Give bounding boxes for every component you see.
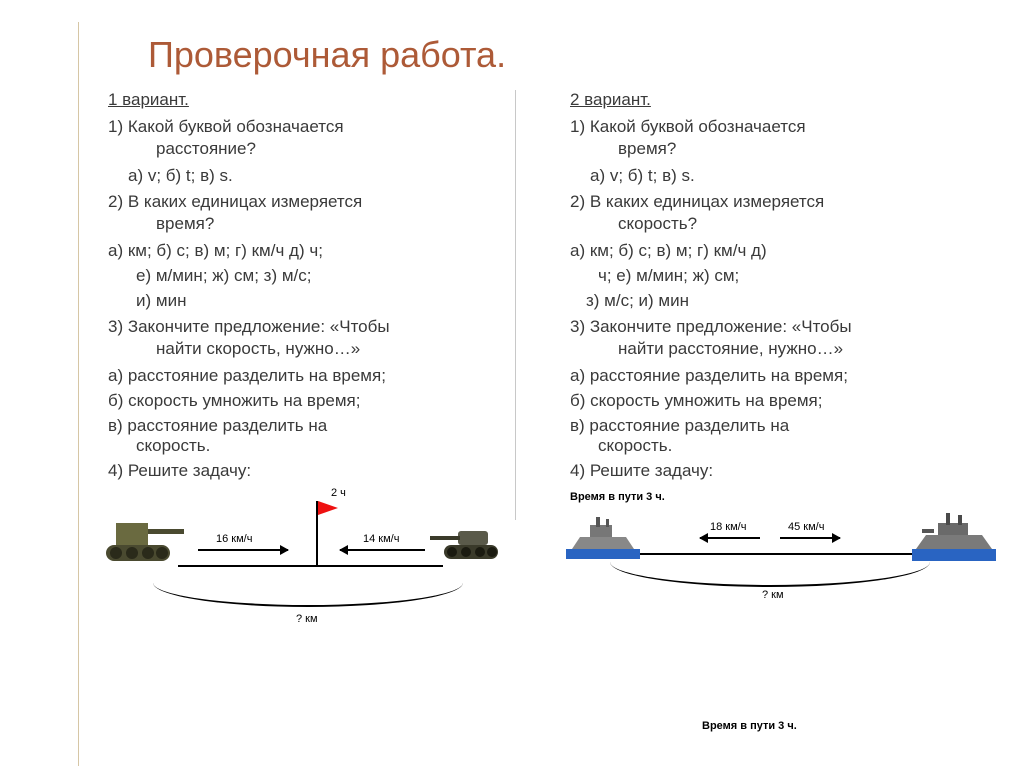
v1-q1-options: а) v; б) t; в) s. [108, 166, 542, 186]
v2-q1-l1: 1) Какой буквой обозначается [570, 117, 806, 136]
variant2-heading: 2 вариант. [570, 90, 1004, 110]
variant-1: 1 вариант. 1) Какой буквой обозначается … [108, 90, 542, 637]
page-title: Проверочная работа. [148, 34, 506, 76]
v1-q2-opts2: е) м/мин; ж) см; з) м/с; [108, 266, 542, 286]
variant-2: 2 вариант. 1) Какой буквой обозначается … [570, 90, 1004, 637]
v1-ground [178, 565, 443, 567]
v1-left-speed: 16 км/ч [216, 533, 252, 545]
v2-diagram: 18 км/ч 45 км/ч [570, 491, 1004, 621]
v2-q3-c: в) расстояние разделить на скорость. [570, 416, 1004, 456]
v1-q4: 4) Решите задачу: [108, 461, 542, 481]
v2-q4: 4) Решите задачу: [570, 461, 1004, 481]
v1-q3: 3) Закончите предложение: «Чтобы найти с… [108, 316, 542, 361]
v2-q2: 2) В каких единицах измеряется скорость? [570, 191, 1004, 236]
v2-q2-opts2: з) м/с; и) мин [570, 291, 1004, 311]
v1-q3-l1: 3) Закончите предложение: «Чтобы [108, 317, 390, 336]
v2-q2-opts1: а) км; б) с; в) м; г) км/ч д) [570, 241, 1004, 261]
variant1-heading: 1 вариант. [108, 90, 542, 110]
v2-q2-l2: скорость? [570, 213, 697, 235]
v2-q2-l1: 2) В каких единицах измеряется [570, 192, 824, 211]
v2-right-speed: 45 км/ч [788, 521, 824, 533]
v1-q1-l1: 1) Какой буквой обозначается [108, 117, 344, 136]
v1-q3-c-l2: скорость. [108, 436, 210, 456]
v1-q2-opts1: а) км; б) с; в) м; г) км/ч д) ч; [108, 241, 542, 261]
flag-icon [318, 501, 338, 515]
v2-q3-l1: 3) Закончите предложение: «Чтобы [570, 317, 852, 336]
v2-q1-l2: время? [570, 138, 676, 160]
v2-distance-label: ? км [762, 589, 784, 601]
v2-distance-arc [610, 557, 930, 587]
v1-q2-l2: время? [108, 213, 214, 235]
v2-left-arrow [700, 537, 760, 539]
v1-time-label: 2 ч [331, 487, 346, 499]
v2-q3-l2: найти расстояние, нужно…» [570, 338, 843, 360]
v1-q2-opts3: и) мин [108, 291, 542, 311]
v2-q2-opts1b: ч; е) м/мин; ж) см; [570, 266, 1004, 286]
v1-q2-l1: 2) В каких единицах измеряется [108, 192, 362, 211]
v1-q3-l2: найти скорость, нужно…» [108, 338, 360, 360]
v1-diagram: 2 ч 16 км/ч 14 км/ч [108, 487, 542, 637]
v1-distance-label: ? км [296, 613, 318, 625]
tank-left-icon [100, 517, 188, 574]
v1-distance-arc [153, 571, 463, 607]
v1-q3-a: а) расстояние разделить на время; [108, 366, 542, 386]
v1-left-arrow [198, 549, 288, 551]
v2-left-speed: 18 км/ч [710, 521, 746, 533]
v1-q2: 2) В каких единицах измеряется время? [108, 191, 542, 236]
v1-right-arrow [340, 549, 425, 551]
v2-q3-a: а) расстояние разделить на время; [570, 366, 1004, 386]
v2-time-label-abs: Время в пути 3 ч. [702, 720, 797, 732]
v2-time-label: Время в пути 3 ч. [570, 491, 665, 503]
tank-right-icon [430, 527, 508, 574]
v1-q3-c: в) расстояние разделить на скорость. [108, 416, 542, 456]
v1-q3-b: б) скорость умножить на время; [108, 391, 542, 411]
v2-q3-c-l1: в) расстояние разделить на [570, 416, 789, 435]
v1-right-speed: 14 км/ч [363, 533, 399, 545]
v1-q1-l2: расстояние? [108, 138, 256, 160]
v1-q3-c-l1: в) расстояние разделить на [108, 416, 327, 435]
v2-q3-c-l2: скорость. [570, 436, 672, 456]
v1-q1: 1) Какой буквой обозначается расстояние? [108, 116, 542, 161]
v2-q3: 3) Закончите предложение: «Чтобы найти р… [570, 316, 1004, 361]
v2-ground [628, 553, 918, 555]
v2-right-arrow [780, 537, 840, 539]
columns-container: 1 вариант. 1) Какой буквой обозначается … [108, 90, 1004, 637]
v2-q1: 1) Какой буквой обозначается время? [570, 116, 1004, 161]
v2-q1-options: а) v; б) t; в) s. [570, 166, 1004, 186]
v2-q3-b: б) скорость умножить на время; [570, 391, 1004, 411]
